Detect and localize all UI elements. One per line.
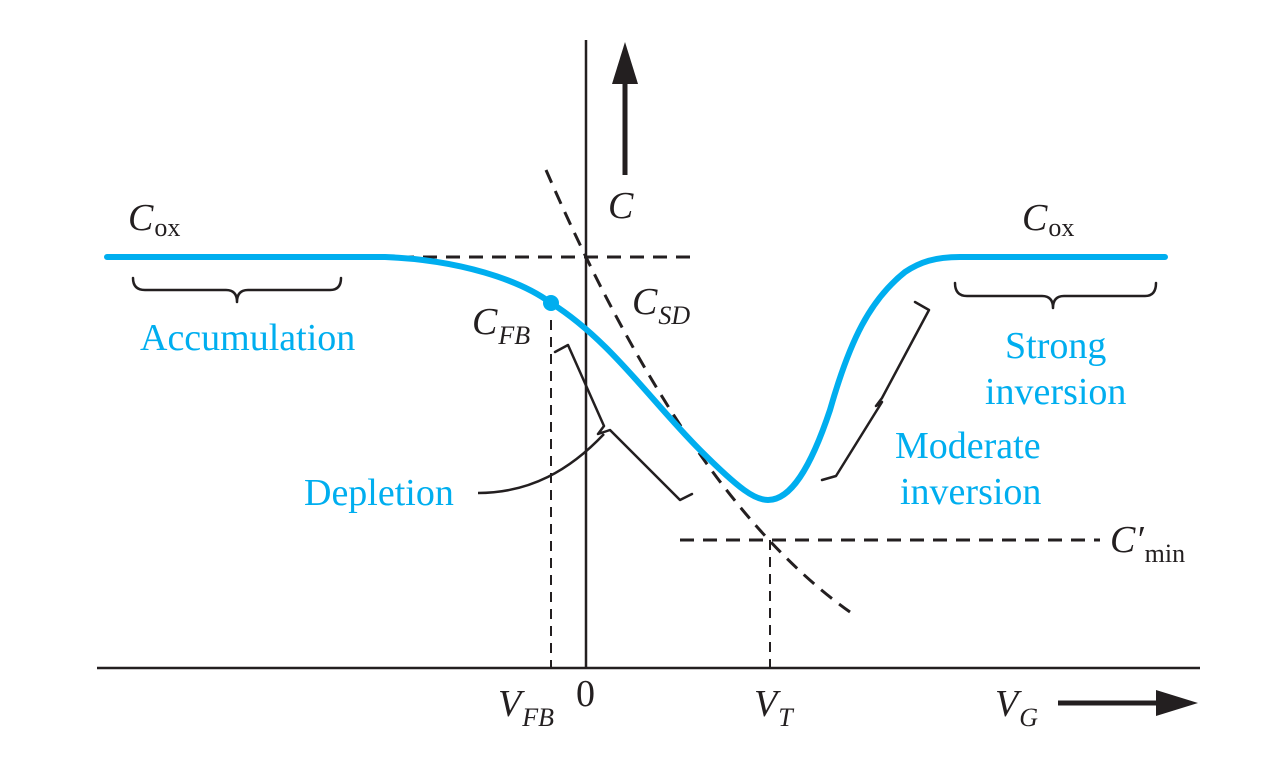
vg-axis-label: VG <box>995 683 1038 732</box>
moderate-inversion-label-line1: Moderate <box>895 425 1041 467</box>
accumulation-label: Accumulation <box>140 317 355 359</box>
strong-inversion-label-line1: Strong <box>1005 325 1106 367</box>
cfb-point <box>543 295 559 311</box>
strong-inversion-label-line2: inversion <box>985 371 1126 413</box>
accumulation-brace <box>131 276 343 304</box>
vg-arrow-head <box>1156 690 1198 716</box>
moderate-inversion-label-line2: inversion <box>900 471 1041 513</box>
strong-inversion-brace <box>953 281 1158 310</box>
vfb-label: VFB <box>498 683 554 732</box>
depletion-leader-line <box>477 433 605 495</box>
cv-curve <box>104 254 1168 503</box>
cfb-label: CFB <box>472 301 530 350</box>
depletion-label: Depletion <box>304 472 454 514</box>
cox-left-label: Cox <box>128 197 180 242</box>
vt-label: VT <box>754 683 794 732</box>
csd-label: CSD <box>632 281 690 330</box>
csd-dashed-curve <box>544 169 851 614</box>
cmin-label: C′min <box>1110 519 1185 568</box>
cox-right-label: Cox <box>1022 197 1074 242</box>
depletion-brace <box>553 343 694 502</box>
c-axis-label: C <box>608 185 634 227</box>
c-arrow-head <box>612 42 638 84</box>
moderate-inversion-brace <box>820 300 931 482</box>
zero-tick-label: 0 <box>576 673 595 715</box>
